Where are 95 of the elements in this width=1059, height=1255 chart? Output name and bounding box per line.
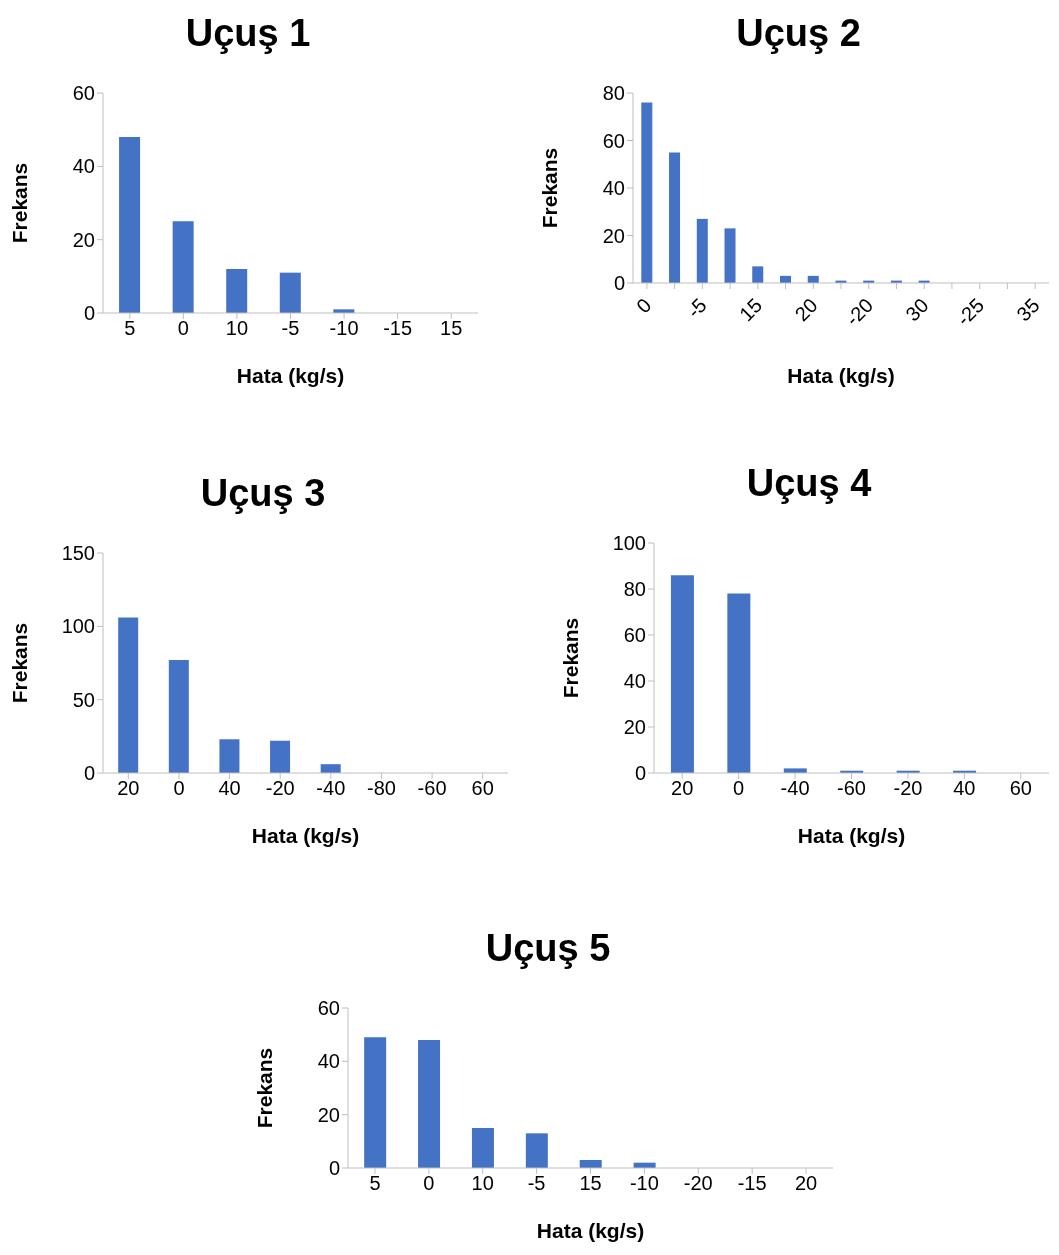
x-tick-label: 15 — [440, 317, 463, 340]
x-tick-label: -20 — [265, 777, 295, 800]
x-tick-label: 0 — [173, 777, 185, 800]
y-tick-label: 20 — [623, 716, 646, 739]
x-axis-title: Hata (kg/s) — [536, 1219, 645, 1242]
y-axis-title: Frekans — [253, 1047, 277, 1129]
bar — [669, 152, 681, 283]
y-tick-label: 0 — [83, 762, 95, 785]
bar — [471, 1128, 494, 1168]
y-axis-title: Frekans — [8, 162, 32, 244]
x-tick-label: 60 — [471, 777, 494, 800]
bar — [752, 266, 764, 283]
x-tick-label: 20 — [117, 777, 140, 800]
y-tick-label: 0 — [634, 762, 646, 785]
x-tick-label: -20 — [841, 293, 878, 330]
bar — [270, 740, 291, 773]
x-tick-label: -40 — [316, 777, 346, 800]
bar — [279, 272, 301, 313]
y-tick-label: 60 — [317, 997, 340, 1020]
bar — [641, 102, 653, 283]
x-tick-label: 40 — [218, 777, 241, 800]
x-tick-label: -20 — [683, 1172, 713, 1195]
x-axis-title: Hata (kg/s) — [251, 824, 360, 847]
x-tick-label: 0 — [733, 777, 745, 800]
y-tick-label: 50 — [72, 688, 95, 711]
y-axis-title: Frekans — [538, 147, 562, 229]
x-tick-label: -60 — [837, 777, 866, 800]
y-tick-label: 0 — [328, 1157, 340, 1180]
x-tick-label: 5 — [124, 317, 136, 340]
bar — [418, 1040, 441, 1168]
x-tick-label: -20 — [893, 777, 923, 800]
bar — [727, 593, 751, 773]
y-tick-label: 80 — [623, 578, 646, 601]
x-tick-label: -80 — [366, 777, 396, 800]
chart-title: Uçuş 5 — [484, 926, 612, 971]
y-tick-label: 150 — [61, 542, 95, 565]
x-tick-label: 35 — [1012, 293, 1044, 326]
y-tick-label: 60 — [602, 129, 625, 152]
y-tick-label: 20 — [317, 1103, 340, 1126]
x-tick-label: -5 — [281, 317, 300, 340]
x-tick-label: 10 — [471, 1172, 494, 1195]
x-tick-label: 30 — [901, 293, 933, 326]
bar — [724, 228, 736, 283]
x-tick-label: -15 — [383, 317, 413, 340]
bar — [525, 1133, 548, 1168]
y-tick-label: 60 — [72, 82, 95, 105]
x-axis-title: Hata (kg/s) — [236, 364, 345, 387]
bar — [226, 269, 248, 313]
x-tick-label: 15 — [579, 1172, 602, 1195]
x-tick-label: -25 — [952, 293, 989, 330]
x-axis-title: Hata (kg/s) — [787, 364, 895, 387]
chart-title: Uçuş 2 — [735, 11, 862, 56]
bar — [119, 137, 141, 313]
y-tick-label: 100 — [612, 532, 646, 555]
x-tick-label: -10 — [329, 317, 359, 340]
y-tick-label: 40 — [623, 670, 646, 693]
x-tick-label: 20 — [671, 777, 694, 800]
y-tick-label: 60 — [623, 624, 646, 647]
chart-title: Uçuş 4 — [745, 461, 873, 506]
x-tick-label: 0 — [177, 317, 189, 340]
x-tick-label: -5 — [682, 293, 711, 323]
bar — [364, 1037, 387, 1168]
x-tick-label: 15 — [735, 293, 767, 326]
chart-title: Uçuş 3 — [199, 471, 327, 516]
y-tick-label: 0 — [613, 272, 625, 295]
y-tick-label: 80 — [602, 82, 625, 105]
y-tick-label: 40 — [602, 177, 625, 200]
x-tick-label: -60 — [417, 777, 447, 800]
bar — [320, 764, 341, 773]
bar — [696, 218, 708, 283]
bar — [219, 739, 240, 773]
x-tick-label: 20 — [790, 293, 822, 326]
x-axis-title: Hata (kg/s) — [797, 824, 906, 847]
x-tick-label: 40 — [953, 777, 976, 800]
bar — [168, 660, 189, 773]
x-tick-label: -5 — [527, 1172, 546, 1195]
y-tick-label: 20 — [602, 224, 625, 247]
bar — [172, 221, 194, 313]
y-axis-title: Frekans — [8, 622, 32, 704]
x-tick-label: -10 — [629, 1172, 659, 1195]
y-tick-label: 40 — [317, 1050, 340, 1073]
bar — [118, 617, 139, 773]
y-axis-title: Frekans — [559, 617, 583, 699]
x-tick-label: 5 — [369, 1172, 381, 1195]
bar — [670, 575, 694, 773]
x-tick-label: 0 — [423, 1172, 435, 1195]
x-tick-label: 60 — [1009, 777, 1032, 800]
x-tick-label: -40 — [780, 777, 810, 800]
y-tick-label: 100 — [61, 615, 95, 638]
y-tick-label: 40 — [72, 155, 95, 178]
x-tick-label: 20 — [794, 1172, 818, 1195]
y-tick-label: 20 — [72, 228, 95, 251]
x-tick-label: -15 — [737, 1172, 767, 1195]
x-tick-label: 10 — [225, 317, 249, 340]
chart-title: Uçuş 1 — [184, 11, 312, 56]
